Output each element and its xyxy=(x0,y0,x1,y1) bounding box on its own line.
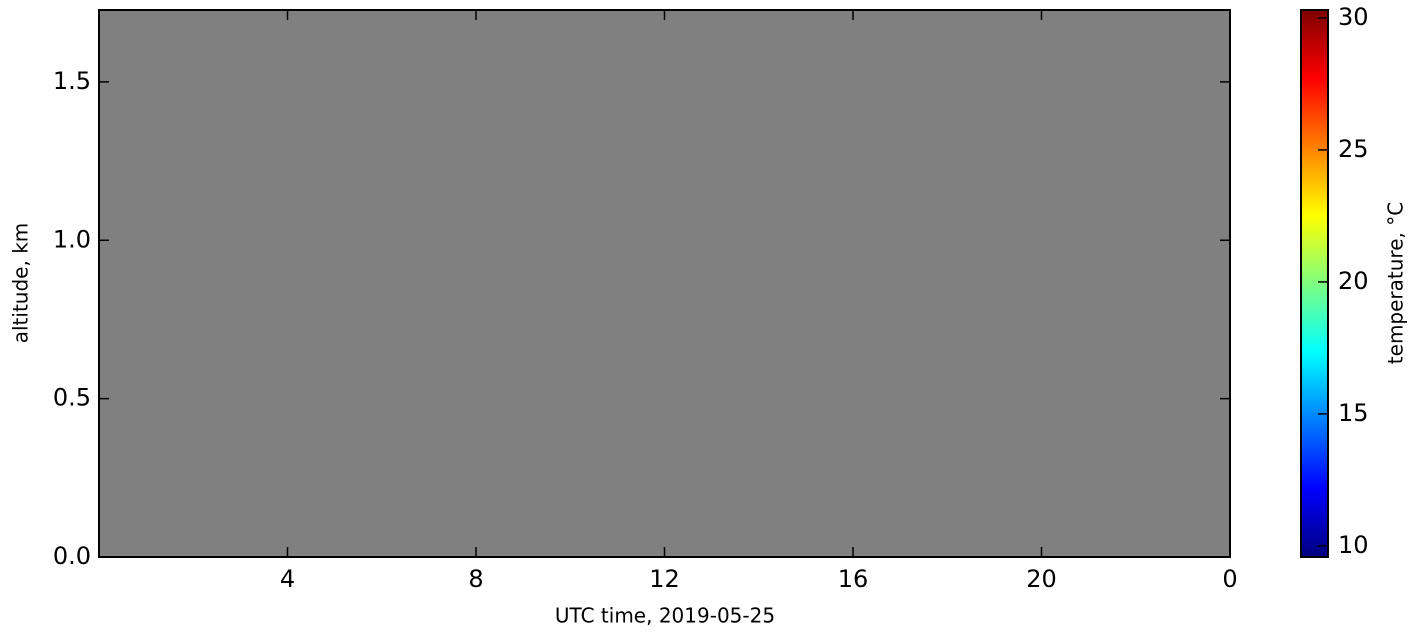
colorbar-tick-label: 20 xyxy=(1338,267,1369,295)
x-tick-label: 0 xyxy=(1222,565,1237,593)
x-tick-label: 8 xyxy=(468,565,483,593)
colorbar-label: temperature, °C xyxy=(1384,202,1408,364)
y-tick-label: 0.5 xyxy=(53,384,91,412)
x-tick-label: 12 xyxy=(649,565,680,593)
colorbar-tick-label: 15 xyxy=(1338,399,1369,427)
x-axis-label: UTC time, 2019-05-25 xyxy=(555,604,775,628)
colorbar-tick-label: 30 xyxy=(1338,3,1369,31)
colorbar-tick-label: 10 xyxy=(1338,531,1369,559)
y-tick-label: 1.5 xyxy=(53,67,91,95)
y-tick-label: 1.0 xyxy=(53,225,91,253)
plot-area xyxy=(99,10,1230,557)
colorbar-tick-label: 25 xyxy=(1338,135,1369,163)
x-tick-label: 16 xyxy=(838,565,869,593)
y-tick-label: 0.0 xyxy=(53,542,91,570)
x-tick-label: 20 xyxy=(1026,565,1057,593)
colorbar xyxy=(1300,9,1329,558)
x-tick-label: 4 xyxy=(280,565,295,593)
y-axis-label: altitude, km xyxy=(9,223,33,344)
